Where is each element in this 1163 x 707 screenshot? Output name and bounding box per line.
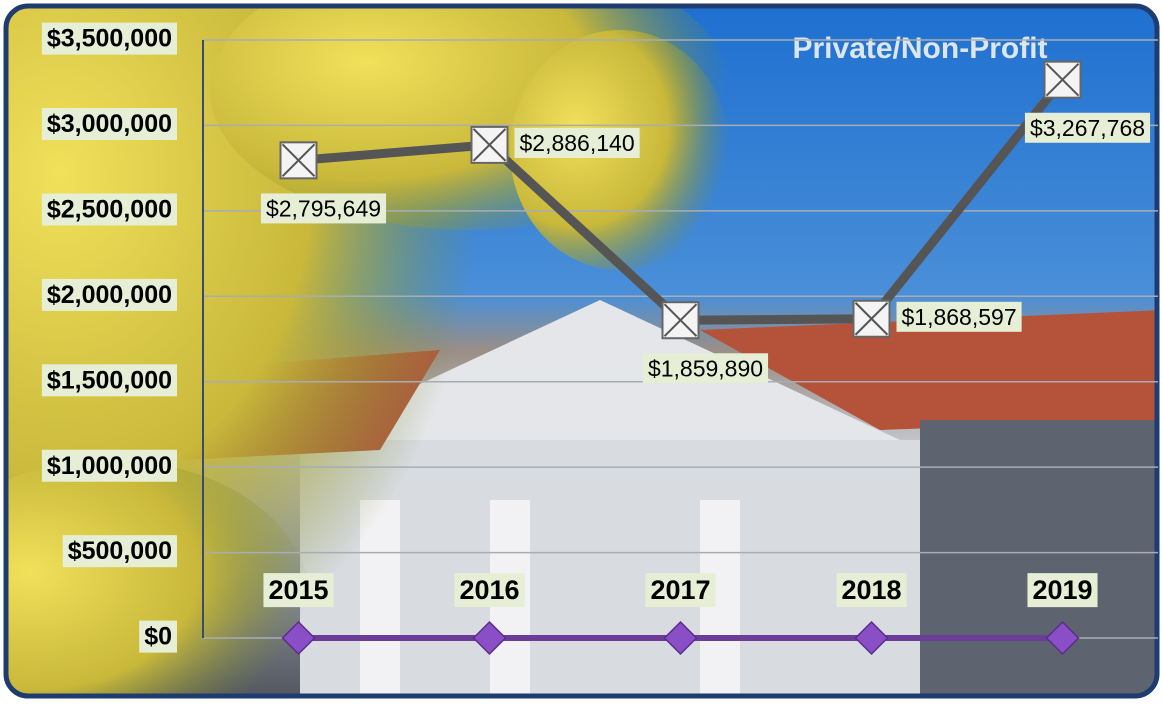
- data-label: $1,868,597: [902, 304, 1017, 330]
- marker: [854, 620, 889, 656]
- x-tick-label: 2018: [841, 575, 901, 605]
- y-tick-label: $0: [144, 623, 172, 651]
- y-tick-label-box: [41, 449, 177, 482]
- marker: [281, 620, 316, 656]
- y-tick-label-box: [41, 278, 177, 311]
- data-label: $2,886,140: [520, 130, 635, 156]
- marker-cross: [854, 302, 889, 336]
- data-label: $3,267,768: [1030, 115, 1145, 141]
- marker: [663, 620, 698, 656]
- y-tick-label-box: [139, 620, 177, 653]
- marker: [1045, 620, 1080, 656]
- y-tick-label: $2,000,000: [47, 281, 172, 309]
- x-tick-label-box: [263, 573, 334, 608]
- x-tick-label: 2017: [650, 575, 710, 605]
- y-tick-label-box: [41, 193, 177, 226]
- y-tick-label-box: [41, 364, 177, 397]
- marker-cross: [281, 143, 316, 178]
- chart-title: Private/Non-Profit: [792, 32, 1047, 65]
- marker-cross: [472, 128, 507, 162]
- data-label-box: [1024, 112, 1151, 143]
- y-tick-label-box: [41, 108, 177, 141]
- y-tick-label: $3,500,000: [47, 25, 172, 53]
- x-tick-label: 2016: [459, 575, 519, 605]
- marker-cross: [1045, 62, 1080, 97]
- frame: [3, 3, 1160, 699]
- y-tick-label: $2,500,000: [47, 195, 172, 223]
- y-tick-label: $1,000,000: [47, 452, 172, 480]
- y-tick-label: $3,000,000: [47, 110, 172, 138]
- data-label-box: [514, 127, 640, 158]
- data-label: $2,795,649: [266, 195, 381, 221]
- x-tick-label-box: [454, 573, 525, 608]
- y-tick-label-box: [41, 22, 177, 55]
- x-tick-label: 2015: [268, 575, 328, 605]
- marker: [472, 620, 507, 656]
- y-tick-label: $500,000: [68, 537, 172, 565]
- data-label: $1,859,890: [648, 355, 763, 381]
- x-tick-label-box: [645, 573, 716, 608]
- data-label-box: [642, 353, 769, 384]
- data-label-box: [896, 301, 1022, 332]
- y-tick-label: $1,500,000: [47, 366, 172, 394]
- x-tick-label-box: [836, 573, 907, 608]
- x-tick-label-box: [1027, 573, 1098, 608]
- marker-cross: [663, 303, 698, 337]
- data-label-box: [260, 193, 387, 224]
- y-tick-label-box: [62, 535, 177, 568]
- x-tick-label: 2019: [1032, 575, 1092, 605]
